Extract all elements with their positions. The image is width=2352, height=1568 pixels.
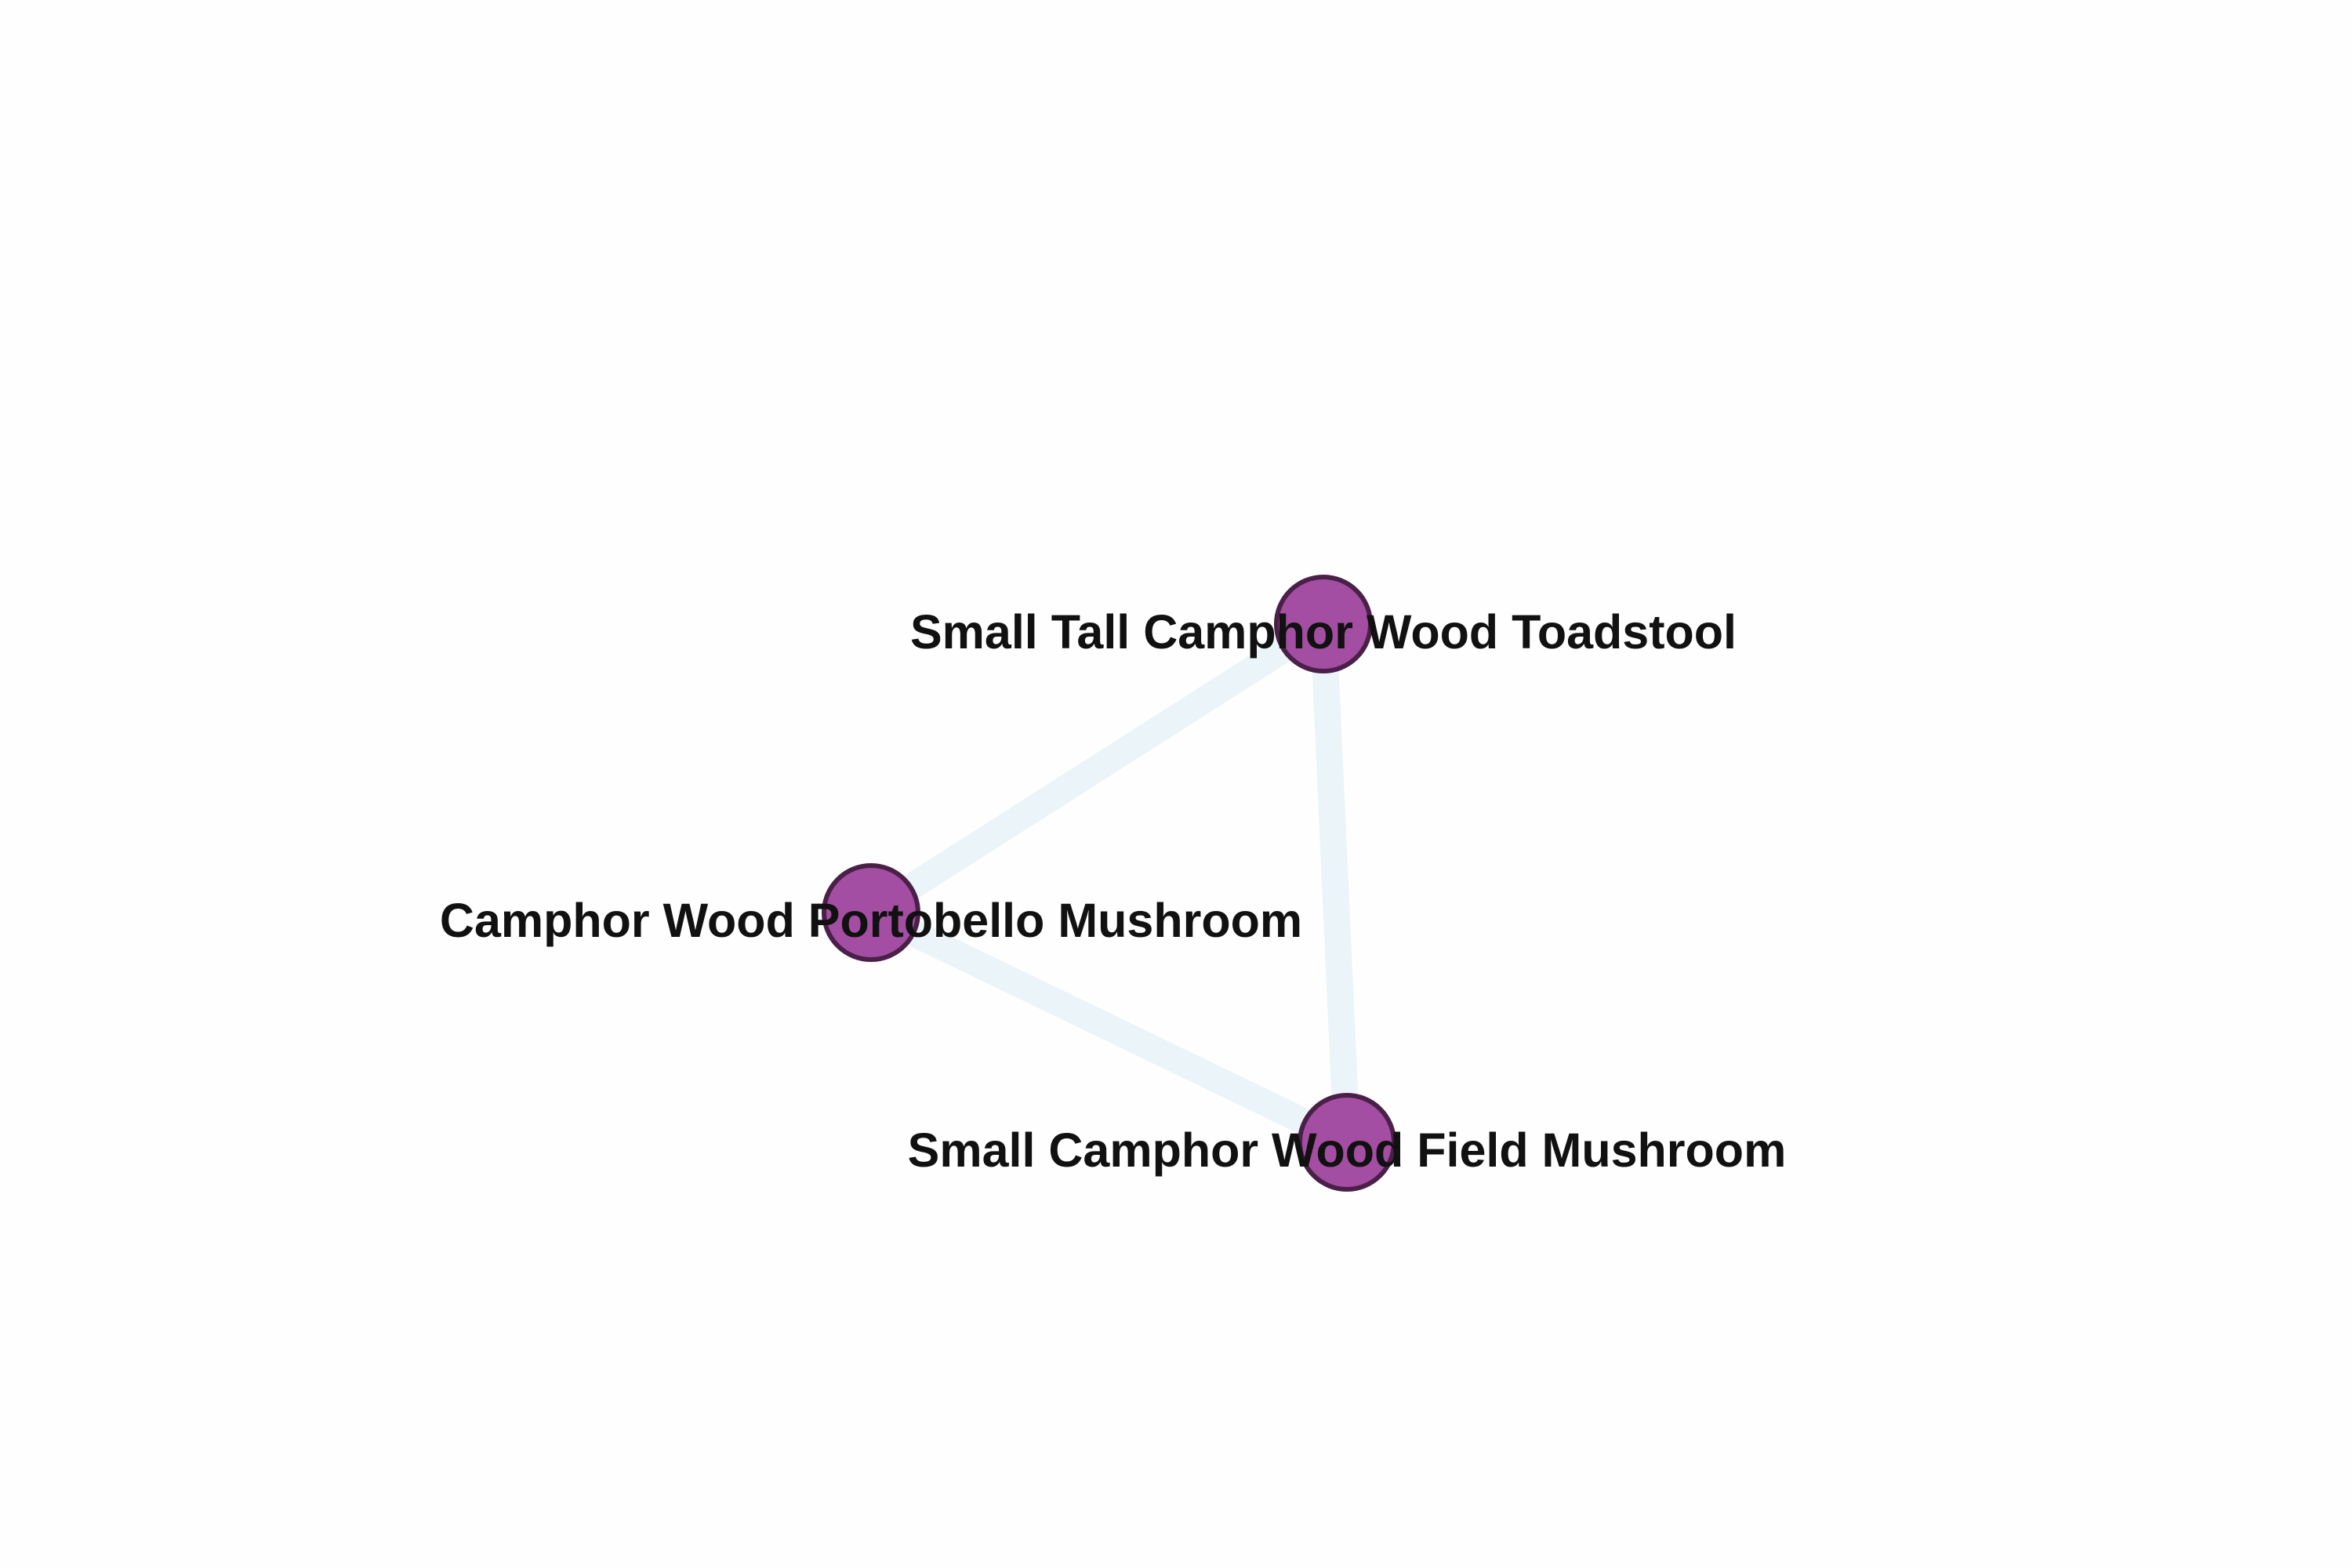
nodes-layer [822, 575, 1396, 1192]
node-label-toadstool: Small Tall Camphor Wood Toadstool [910, 605, 1737, 659]
edge-toadstool-field [1310, 623, 1360, 1143]
edge-toadstool-portobello [863, 612, 1331, 924]
node-field [1298, 1093, 1396, 1192]
labels-layer: Small Tall Camphor Wood Toadstool Camphor… [440, 605, 1786, 1177]
node-portobello [822, 863, 920, 962]
edge-portobello-field [865, 900, 1353, 1155]
node-label-portobello: Camphor Wood Portobello Mushroom [440, 894, 1302, 947]
node-toadstool [1274, 575, 1373, 673]
node-label-field: Small Camphor Wood Field Mushroom [908, 1123, 1787, 1177]
edges-layer [863, 612, 1360, 1155]
